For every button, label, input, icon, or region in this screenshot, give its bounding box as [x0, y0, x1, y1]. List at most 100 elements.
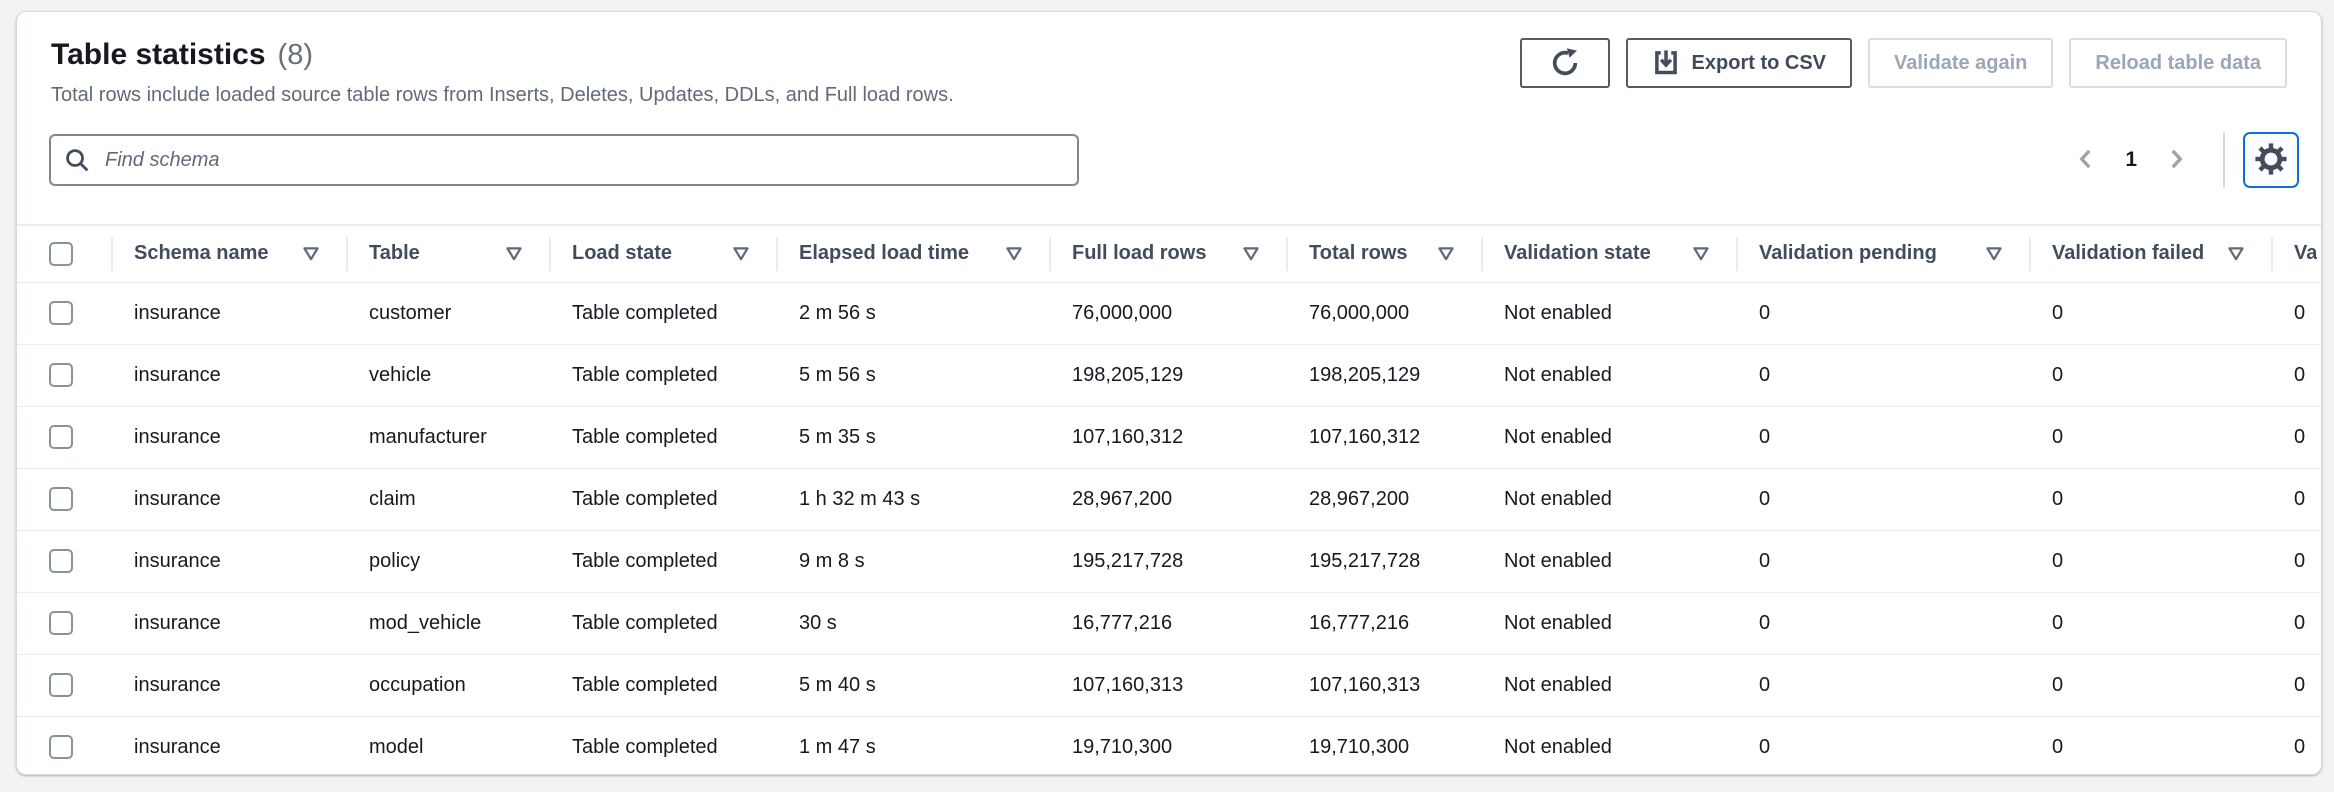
panel-count: (8) — [277, 39, 313, 71]
cell-full-load-rows: 198,205,129 — [1049, 343, 1286, 406]
validate-again-button[interactable]: Validate again — [1868, 38, 2054, 88]
row-select-cell — [17, 529, 111, 592]
cell-elapsed-load-time: 30 s — [776, 591, 1049, 654]
table-row: insurance model Table completed 1 m 47 s… — [17, 715, 2321, 774]
refresh-button[interactable] — [1519, 38, 1610, 88]
next-page-button[interactable] — [2149, 146, 2203, 175]
filter-funnel-icon[interactable] — [302, 246, 320, 262]
cell-table: mod_vehicle — [346, 591, 549, 654]
cell-load-state: Table completed — [549, 281, 776, 344]
filter-funnel-icon[interactable] — [1242, 246, 1260, 262]
row-checkbox[interactable] — [49, 425, 73, 449]
table-row: insurance customer Table completed 2 m 5… — [17, 281, 2321, 344]
column-header-va: Va — [2271, 226, 2321, 282]
filter-funnel-icon[interactable] — [505, 246, 523, 262]
cell-schema-name: insurance — [111, 467, 346, 530]
cell-validation-extra: 0 — [2271, 467, 2321, 530]
row-checkbox[interactable] — [49, 549, 73, 573]
cell-validation-state: Not enabled — [1481, 715, 1736, 774]
validate-again-label: Validate again — [1894, 51, 2028, 74]
refresh-icon — [1550, 48, 1580, 78]
row-checkbox[interactable] — [49, 673, 73, 697]
filter-funnel-icon[interactable] — [1005, 246, 1023, 262]
row-select-cell — [17, 467, 111, 530]
cell-schema-name: insurance — [111, 715, 346, 774]
reload-table-data-label: Reload table data — [2095, 51, 2261, 74]
chevron-right-icon — [2163, 146, 2189, 175]
row-select-cell — [17, 281, 111, 344]
row-checkbox[interactable] — [49, 487, 73, 511]
table-row: insurance occupation Table completed 5 m… — [17, 653, 2321, 716]
table-row: insurance vehicle Table completed 5 m 56… — [17, 343, 2321, 406]
cell-total-rows: 28,967,200 — [1286, 467, 1481, 530]
cell-validation-pending: 0 — [1736, 343, 2029, 406]
column-header-elapsed-load-time: Elapsed load time — [776, 226, 1049, 282]
filter-funnel-icon[interactable] — [732, 246, 750, 262]
cell-full-load-rows: 28,967,200 — [1049, 467, 1286, 530]
cell-elapsed-load-time: 1 h 32 m 43 s — [776, 467, 1049, 530]
cell-validation-pending: 0 — [1736, 715, 2029, 774]
filter-funnel-icon[interactable] — [1437, 246, 1455, 262]
table-statistics-table: Schema name Table Load state — [17, 224, 2321, 774]
previous-page-button[interactable] — [2059, 146, 2113, 175]
cell-load-state: Table completed — [549, 405, 776, 468]
cell-validation-pending: 0 — [1736, 591, 2029, 654]
cell-validation-state: Not enabled — [1481, 343, 1736, 406]
export-to-csv-button[interactable]: Export to CSV — [1625, 38, 1852, 88]
cell-validation-failed: 0 — [2029, 529, 2271, 592]
cell-validation-state: Not enabled — [1481, 405, 1736, 468]
cell-total-rows: 107,160,312 — [1286, 405, 1481, 468]
column-header-validation-state: Validation state — [1481, 226, 1736, 282]
gear-icon — [2255, 142, 2287, 178]
table-body: insurance customer Table completed 2 m 5… — [17, 281, 2321, 774]
cell-validation-extra: 0 — [2271, 715, 2321, 774]
cell-load-state: Table completed — [549, 715, 776, 774]
cell-total-rows: 107,160,313 — [1286, 653, 1481, 716]
cell-validation-failed: 0 — [2029, 405, 2271, 468]
cell-load-state: Table completed — [549, 343, 776, 406]
cell-full-load-rows: 107,160,312 — [1049, 405, 1286, 468]
panel-title: Table statistics — [51, 38, 266, 71]
cell-load-state: Table completed — [549, 591, 776, 654]
cell-elapsed-load-time: 9 m 8 s — [776, 529, 1049, 592]
column-header-schema-name: Schema name — [111, 226, 346, 282]
cell-validation-failed: 0 — [2029, 715, 2271, 774]
filter-funnel-icon[interactable] — [1985, 246, 2003, 262]
cell-total-rows: 198,205,129 — [1286, 343, 1481, 406]
preferences-button[interactable] — [2243, 132, 2299, 188]
cell-validation-extra: 0 — [2271, 653, 2321, 716]
table-row: insurance manufacturer Table completed 5… — [17, 405, 2321, 468]
panel-titles: Table statistics (8) Total rows include … — [51, 38, 954, 108]
cell-validation-failed: 0 — [2029, 591, 2271, 654]
pagination-controls: 1 — [2059, 132, 2299, 188]
cell-load-state: Table completed — [549, 467, 776, 530]
cell-validation-pending: 0 — [1736, 405, 2029, 468]
cell-total-rows: 76,000,000 — [1286, 281, 1481, 344]
select-all-header-cell — [17, 226, 111, 282]
reload-table-data-button[interactable]: Reload table data — [2069, 38, 2287, 88]
find-schema-input[interactable] — [49, 134, 1079, 186]
row-checkbox[interactable] — [49, 735, 73, 760]
row-select-cell — [17, 591, 111, 654]
select-all-checkbox[interactable] — [49, 241, 73, 266]
cell-validation-failed: 0 — [2029, 653, 2271, 716]
table-toolbar: 1 — [17, 108, 2321, 188]
cell-elapsed-load-time: 2 m 56 s — [776, 281, 1049, 344]
cell-validation-state: Not enabled — [1481, 281, 1736, 344]
row-checkbox[interactable] — [49, 363, 73, 387]
cell-full-load-rows: 195,217,728 — [1049, 529, 1286, 592]
row-checkbox[interactable] — [49, 611, 73, 635]
row-checkbox[interactable] — [49, 301, 73, 325]
cell-load-state: Table completed — [549, 653, 776, 716]
cell-table: customer — [346, 281, 549, 344]
cell-full-load-rows: 107,160,313 — [1049, 653, 1286, 716]
filter-funnel-icon[interactable] — [2227, 246, 2245, 262]
table-row: insurance policy Table completed 9 m 8 s… — [17, 529, 2321, 592]
table-statistics-panel: Table statistics (8) Total rows include … — [16, 11, 2322, 775]
cell-validation-pending: 0 — [1736, 467, 2029, 530]
cell-elapsed-load-time: 5 m 56 s — [776, 343, 1049, 406]
cell-validation-failed: 0 — [2029, 343, 2271, 406]
cell-schema-name: insurance — [111, 405, 346, 468]
cell-schema-name: insurance — [111, 343, 346, 406]
filter-funnel-icon[interactable] — [1692, 246, 1710, 262]
